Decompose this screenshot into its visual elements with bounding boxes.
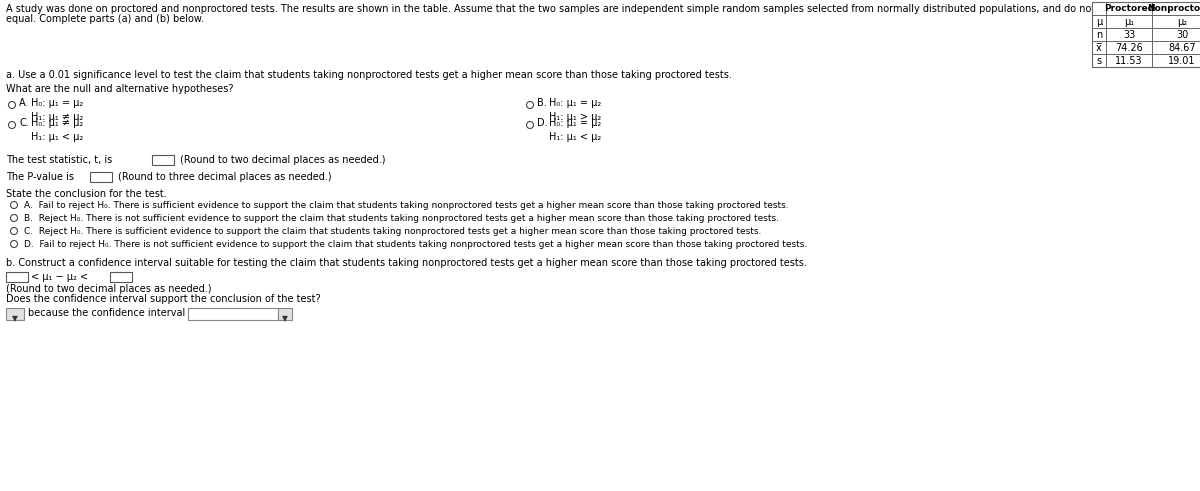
Text: b. Construct a confidence interval suitable for testing the claim that students : b. Construct a confidence interval suita… xyxy=(6,258,806,268)
Text: ▼: ▼ xyxy=(12,314,18,323)
Text: H₁: μ₁ > μ₂: H₁: μ₁ > μ₂ xyxy=(550,112,601,122)
Text: B.  Reject H₀. There is not sufficient evidence to support the claim that studen: B. Reject H₀. There is not sufficient ev… xyxy=(24,214,779,223)
Text: 33: 33 xyxy=(1123,29,1135,39)
Text: H₁: μ₁ ≠ μ₂: H₁: μ₁ ≠ μ₂ xyxy=(31,112,83,122)
Bar xyxy=(6,308,24,320)
Text: (Round to three decimal places as needed.): (Round to three decimal places as needed… xyxy=(118,172,331,182)
Bar xyxy=(188,308,278,320)
Text: Proctored: Proctored xyxy=(1104,4,1154,13)
Text: A.: A. xyxy=(19,98,29,108)
Text: 19.01: 19.01 xyxy=(1169,55,1195,65)
Text: H₁: μ₁ < μ₂: H₁: μ₁ < μ₂ xyxy=(31,132,83,142)
Text: 11.53: 11.53 xyxy=(1115,55,1142,65)
Text: μ: μ xyxy=(1096,17,1102,27)
Text: State the conclusion for the test.: State the conclusion for the test. xyxy=(6,189,167,199)
Text: H₀: μ₁ = μ₂: H₀: μ₁ = μ₂ xyxy=(31,98,83,108)
Bar xyxy=(90,172,112,182)
Text: Does the confidence interval support the conclusion of the test?: Does the confidence interval support the… xyxy=(6,294,320,304)
Text: 84.67: 84.67 xyxy=(1168,43,1196,53)
Text: (Round to two decimal places as needed.): (Round to two decimal places as needed.) xyxy=(6,284,211,294)
Text: H₀: μ₁ = μ₂: H₀: μ₁ = μ₂ xyxy=(550,118,601,128)
Text: (Round to two decimal places as needed.): (Round to two decimal places as needed.) xyxy=(180,155,385,165)
Bar xyxy=(1092,2,1200,67)
Text: H₀: μ₁ ≠ μ₂: H₀: μ₁ ≠ μ₂ xyxy=(31,118,83,128)
Text: H₀: μ₁ = μ₂: H₀: μ₁ = μ₂ xyxy=(550,98,601,108)
Text: The P-value is: The P-value is xyxy=(6,172,74,182)
Text: x̅: x̅ xyxy=(1096,43,1102,53)
Text: < μ₁ − μ₂ <: < μ₁ − μ₂ < xyxy=(31,272,88,282)
Bar xyxy=(278,308,292,320)
Text: a. Use a 0.01 significance level to test the claim that students taking nonproct: a. Use a 0.01 significance level to test… xyxy=(6,70,732,80)
Text: s: s xyxy=(1097,55,1102,65)
Text: H₁: μ₁ < μ₂: H₁: μ₁ < μ₂ xyxy=(550,132,601,142)
Text: n: n xyxy=(1096,29,1102,39)
Text: A.  Fail to reject H₀. There is sufficient evidence to support the claim that st: A. Fail to reject H₀. There is sufficien… xyxy=(24,201,788,210)
Text: 74.26: 74.26 xyxy=(1115,43,1142,53)
Text: C.  Reject H₀. There is sufficient evidence to support the claim that students t: C. Reject H₀. There is sufficient eviden… xyxy=(24,227,761,236)
Text: because the confidence interval contains: because the confidence interval contains xyxy=(28,308,230,318)
Text: B.: B. xyxy=(538,98,547,108)
Text: The test statistic, t, is: The test statistic, t, is xyxy=(6,155,113,165)
Bar xyxy=(152,155,174,165)
Bar xyxy=(110,272,132,282)
Text: D.: D. xyxy=(538,118,547,128)
Text: μ₁: μ₁ xyxy=(1124,17,1134,27)
Text: A study was done on proctored and nonproctored tests. The results are shown in t: A study was done on proctored and nonpro… xyxy=(6,4,1200,14)
Text: Nonproctored: Nonproctored xyxy=(1147,4,1200,13)
Text: equal. Complete parts (a) and (b) below.: equal. Complete parts (a) and (b) below. xyxy=(6,14,204,24)
Text: D.  Fail to reject H₀. There is not sufficient evidence to support the claim tha: D. Fail to reject H₀. There is not suffi… xyxy=(24,240,808,249)
Text: μ₂: μ₂ xyxy=(1177,17,1187,27)
Text: 30: 30 xyxy=(1176,29,1188,39)
Text: What are the null and alternative hypotheses?: What are the null and alternative hypoth… xyxy=(6,84,234,94)
Text: ▼: ▼ xyxy=(282,314,288,323)
Text: C.: C. xyxy=(19,118,29,128)
Bar xyxy=(6,272,28,282)
